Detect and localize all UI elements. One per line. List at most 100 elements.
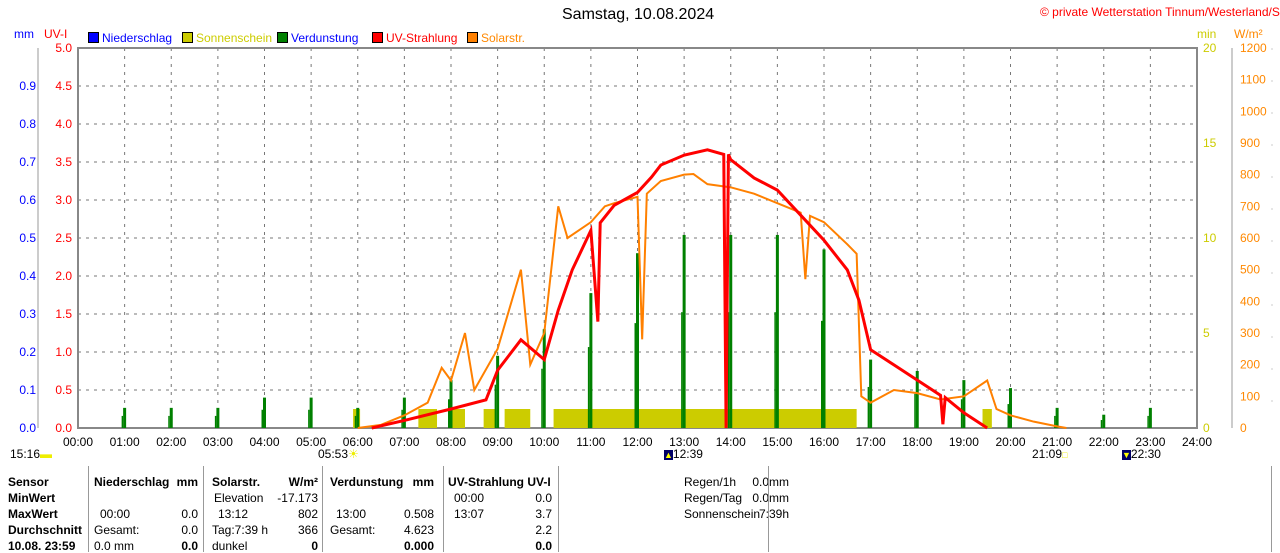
table-header: Solarstr. [212,475,261,489]
evaporation-bar [123,407,127,428]
x-tick-label: 20:00 [995,435,1025,449]
x-tick-label: 14:00 [716,435,746,449]
table-cell: 2.2 [535,523,552,537]
legend-item-niederschlag: Niederschlag [88,31,172,45]
table-cell: 0.0 [181,539,198,553]
table-cell: 0.0 [535,491,552,505]
uv-tick-label: 2.0 [55,269,72,283]
table-header: Sensor [8,475,49,489]
mm-tick-label: 0.5 [19,231,36,245]
x-tick-label: 19:00 [949,435,979,449]
sunset-icon: □ [1062,450,1068,460]
culmination-icon: ▲ [664,450,673,460]
table-cell: MinWert [8,491,56,505]
mm-tick-label: 0.2 [19,345,36,359]
evaporation-bar [216,407,220,428]
table-cell: 10.08. 23:59 [8,539,76,553]
evaporation-bar-secondary [821,320,823,428]
min-tick-label: 15 [1203,136,1217,150]
table-cell: 366 [297,523,318,537]
evaporation-bar [1102,414,1106,428]
sunrise-label: 05:53 [318,447,349,461]
min-tick-label: 5 [1203,326,1210,340]
table-cell: 13:00 [336,507,367,521]
wm2-tick-label: 900 [1240,136,1260,150]
evaporation-bar-secondary [727,312,730,428]
evaporation-bar [1148,407,1152,428]
legend-label: Niederschlag [102,31,173,45]
legend-swatch [88,32,99,43]
x-tick-label: 21:00 [1042,435,1072,449]
axis-label-min: min [1197,27,1217,41]
x-tick-label: 16:00 [809,435,839,449]
copyright: © private Wetterstation Tinnum/Westerlan… [1040,5,1280,19]
table-header: Niederschlag [94,475,170,489]
uv-tick-label: 0.0 [55,421,72,435]
table-cell: 0.0 [181,523,198,537]
table-cell: Gesamt: [330,523,376,537]
evaporation-bar [636,253,639,428]
evaporation-bar-secondary [214,415,217,428]
sun-icon: ☀ [348,447,359,461]
table-cell: 0 [311,539,318,553]
table-cell: Tag:7:39 h [212,523,269,537]
moonrise-time: ▼22:30 [1122,447,1161,461]
evaporation-bar [496,355,500,428]
evaporation-bar [962,380,966,428]
table-cell: Durchschnitt [8,523,83,537]
mm-tick-label: 0.0 [19,421,36,435]
x-tick-label: 01:00 [110,435,140,449]
x-tick-label: 22:00 [1089,435,1119,449]
sunshine-bar [483,409,496,428]
table-header: Verdunstung [330,475,404,489]
legend-item-sonnenschein: Sonnenschein [182,31,272,45]
x-tick-label: 02:00 [156,435,186,449]
wm2-tick-label: 1200 [1240,41,1267,55]
table-header: W/m² [288,475,318,489]
evaporation-bar-secondary [541,368,543,428]
wm2-tick-label: 100 [1240,389,1260,403]
table-cell: 0.0 [535,539,552,553]
mm-tick-label: 0.6 [19,193,36,207]
wm2-tick-label: 600 [1240,231,1260,245]
evaporation-bar [682,234,686,428]
summary-label: Sonnenschein [684,507,761,521]
legend-swatch [372,32,383,43]
table-cell: Elevation [214,491,264,505]
table-header: mm [412,475,434,489]
x-tick-label: 07:00 [389,435,419,449]
table-header: UV-Strahlung UV-I [448,475,551,489]
evaporation-bar [169,407,173,428]
table-cell: 4.623 [403,523,434,537]
evaporation-bar [356,407,360,428]
wm2-tick-label: 300 [1240,326,1260,340]
evaporation-bar-secondary [681,312,683,428]
x-tick-label: 11:00 [576,435,605,449]
evaporation-bar [542,329,546,428]
summary-value: 7:39h [758,507,789,521]
evaporation-bar-secondary [914,393,916,428]
mm-tick-label: 0.4 [19,269,36,283]
x-tick-label: 15:00 [762,435,792,449]
x-tick-label: 08:00 [436,435,466,449]
moonset-label: 15:16 [10,447,41,461]
wm2-tick-label: 400 [1240,294,1260,308]
evaporation-bar [822,249,826,428]
axis-label-wm2: W/m² [1234,27,1263,41]
uv-tick-label: 5.0 [55,41,72,55]
moonrise-label: 22:30 [1130,447,1161,461]
table-header: mm [176,475,198,489]
legend-item-solar: Solarstr. [467,31,525,45]
table-cell: 802 [297,507,318,521]
evaporation-bar-secondary [121,415,124,428]
mm-tick-label: 0.1 [19,383,36,397]
evaporation-bar-secondary [634,323,636,428]
sunshine-bar [553,409,857,428]
legend-item-uv: UV-Strahlung [372,31,457,45]
evaporation-bar-secondary [1054,415,1056,428]
x-tick-label: 10:00 [529,435,559,449]
legend-label: UV-Strahlung [386,31,458,45]
summary-label: Regen/1h [684,475,737,489]
table-cell: 13:12 [218,507,249,521]
